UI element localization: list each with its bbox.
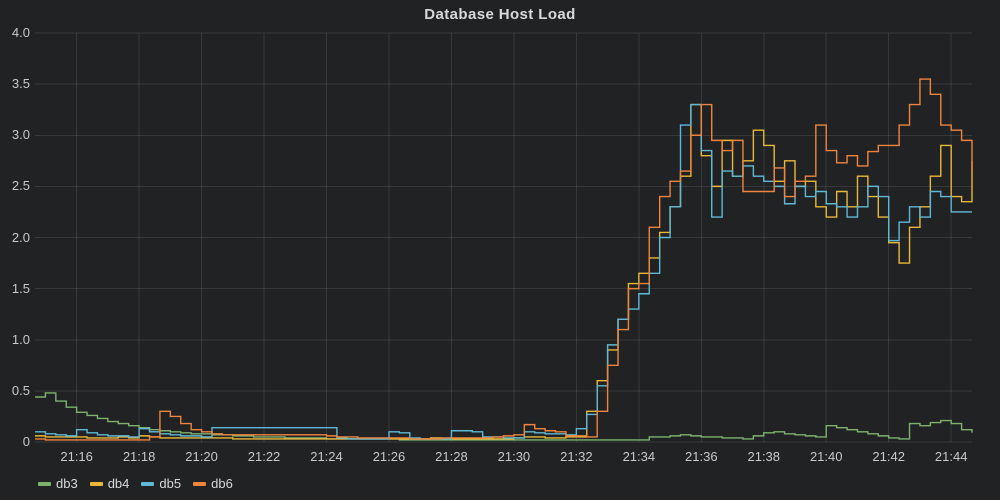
x-tick-label: 21:24: [310, 449, 343, 464]
x-tick-label: 21:16: [60, 449, 93, 464]
y-tick-label: 3.5: [11, 76, 30, 92]
x-tick-label: 21:40: [809, 449, 843, 464]
series-line-db5: [35, 103, 972, 440]
legend-color-dash-db5: [141, 481, 155, 486]
series-line-db4: [35, 103, 973, 440]
y-tick-label: 3.0: [11, 127, 30, 143]
legend-label-db4: db4: [107, 476, 130, 491]
legend-item-db5[interactable]: db5: [141, 476, 181, 491]
y-tick-label: 4.0: [11, 25, 30, 40]
x-tick-label: 21:22: [247, 449, 281, 464]
legend-label-db3: db3: [56, 476, 78, 491]
x-tick-label: 21:38: [747, 449, 781, 464]
x-tick-label: 21:26: [372, 449, 406, 464]
x-tick-label: 21:36: [685, 449, 718, 464]
y-tick-label: 2.5: [11, 178, 30, 194]
x-tick-label: 21:42: [872, 449, 905, 464]
x-tick-label: 21:18: [122, 449, 156, 464]
x-tick-label: 21:44: [934, 449, 968, 464]
legend-item-db3[interactable]: db3: [38, 476, 78, 491]
y-tick-label: 1.5: [11, 280, 30, 296]
y-tick-label: 0: [22, 434, 30, 449]
legend-color-dash-db4: [89, 481, 103, 486]
legend-item-db6[interactable]: db6: [193, 476, 233, 491]
chart-title: Database Host Load: [424, 6, 576, 23]
legend-label-db5: db5: [159, 476, 182, 491]
y-tick-label: 0.5: [11, 382, 30, 398]
legend: db3 db4 db5 db6: [38, 476, 233, 491]
legend-item-db4[interactable]: db4: [89, 476, 130, 491]
x-tick-label: 21:20: [185, 449, 218, 464]
x-tick-label: 21:28: [435, 449, 468, 464]
legend-color-dash-db3: [38, 481, 51, 486]
legend-color-dash-db6: [193, 481, 207, 486]
x-tick-label: 21:32: [560, 449, 593, 464]
y-tick-label: 1.0: [11, 331, 30, 347]
x-tick-label: 21:30: [497, 449, 531, 464]
legend-label-db6: db6: [211, 476, 233, 491]
x-tick-label: 21:34: [622, 449, 656, 464]
series-line-db6: [35, 78, 973, 441]
y-tick-label: 2.0: [11, 229, 30, 245]
